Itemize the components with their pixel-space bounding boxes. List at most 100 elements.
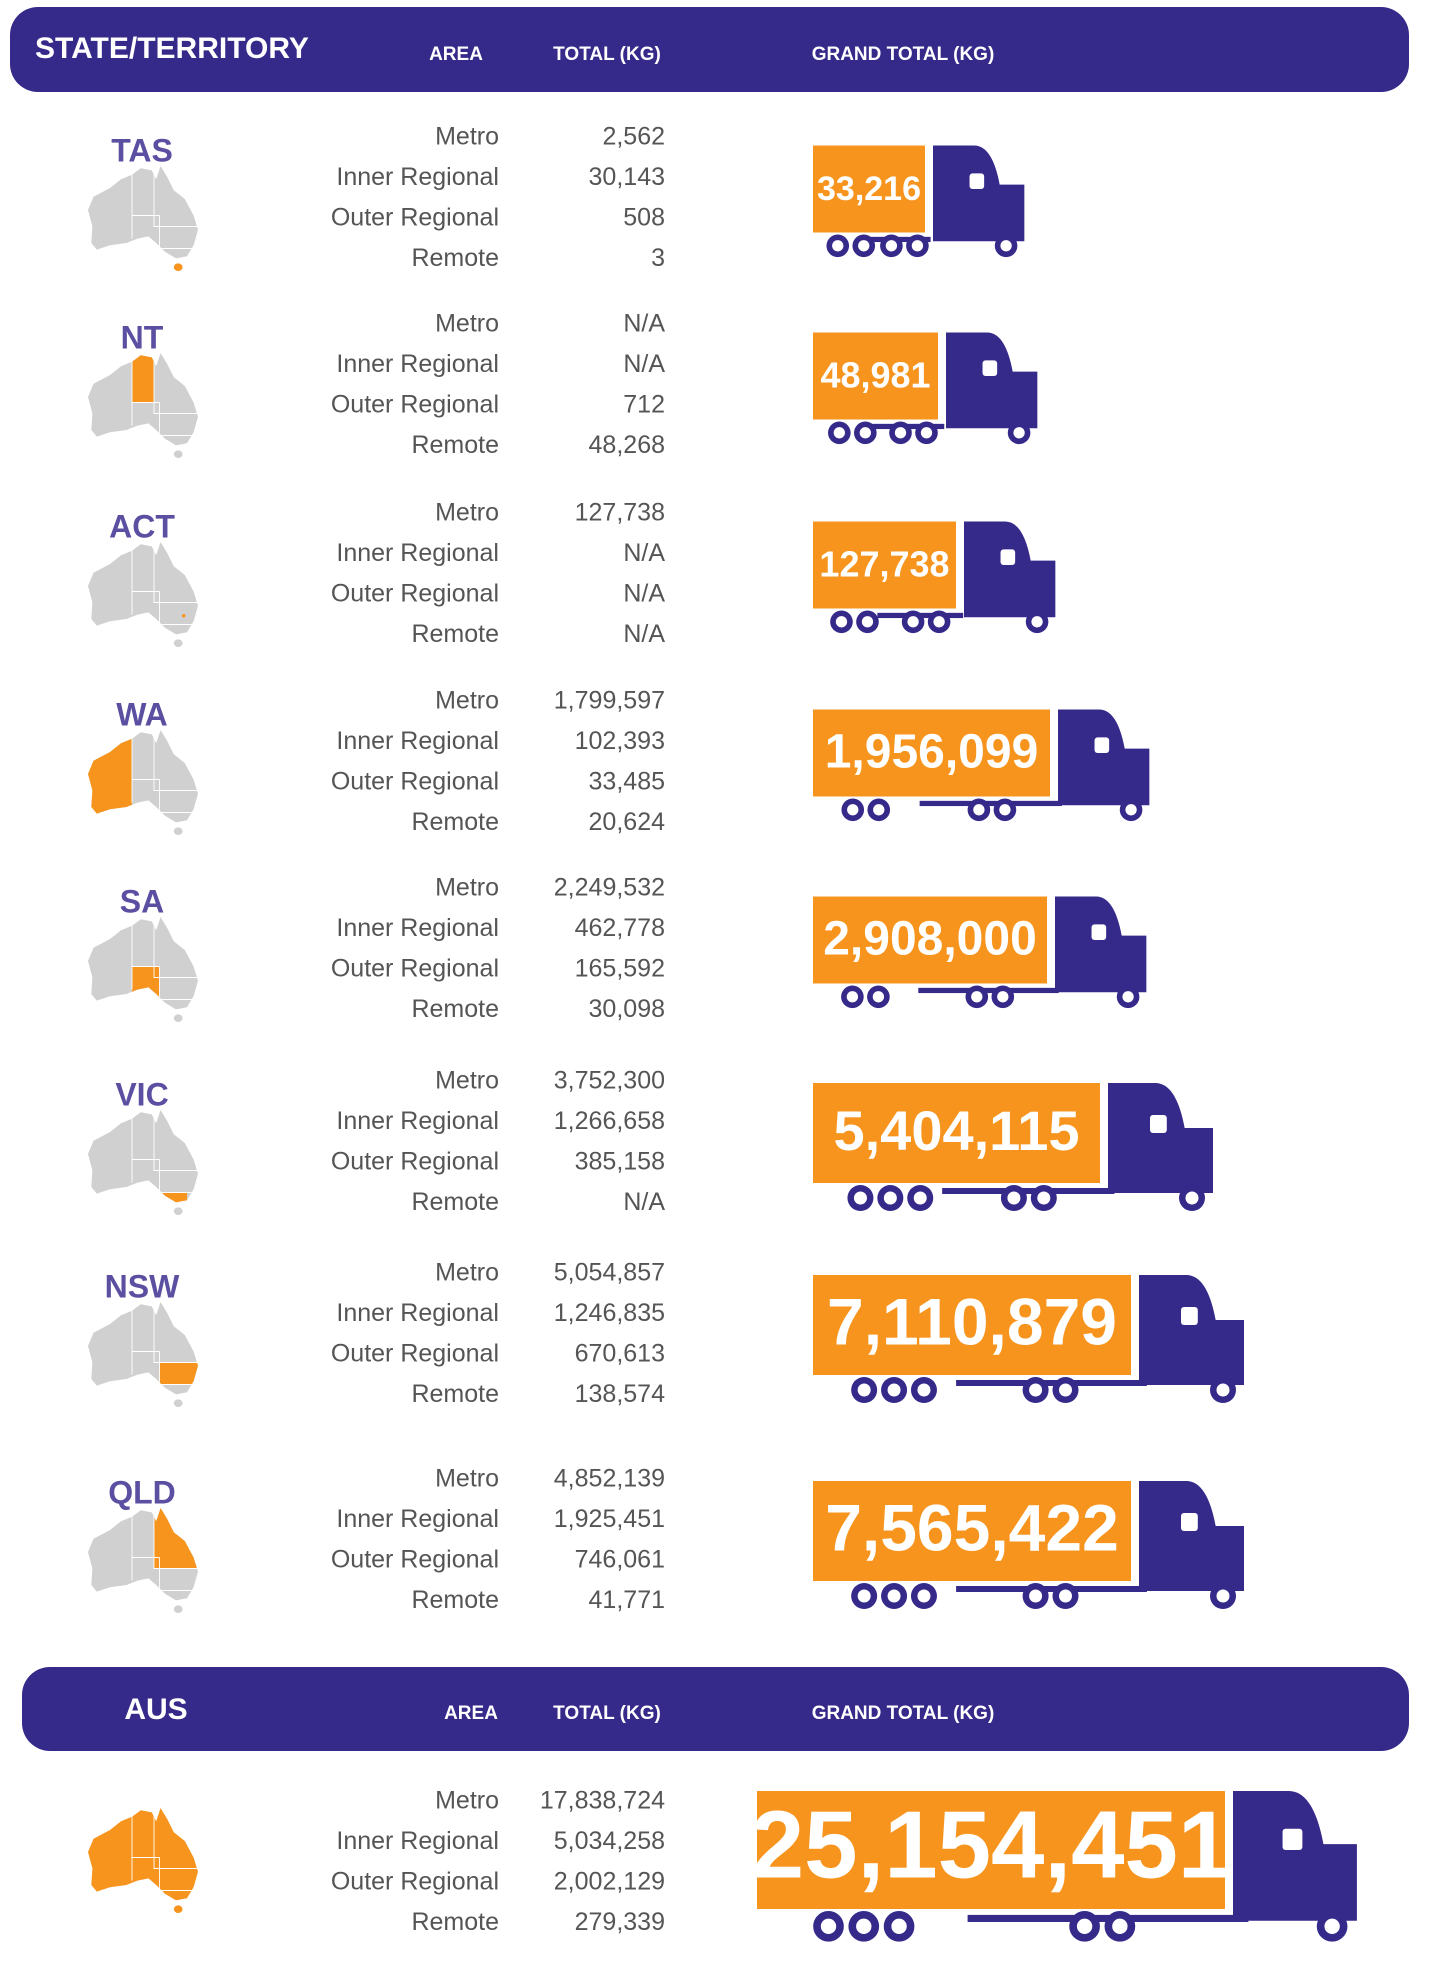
cab-window: [1094, 737, 1110, 753]
area-total: 165,592: [575, 955, 665, 983]
tasmania: [173, 1605, 183, 1614]
hub: [872, 991, 885, 1003]
cab-window: [1282, 1828, 1303, 1850]
hub: [913, 1191, 927, 1205]
area-label: Inner Regional: [336, 1107, 499, 1135]
area-label: Outer Regional: [331, 768, 499, 796]
hub: [1007, 1191, 1021, 1205]
hub: [1029, 1383, 1043, 1397]
area-total: 2,249,532: [554, 874, 665, 902]
area-total: 102,393: [575, 727, 665, 755]
truck: 7,565,422: [813, 1481, 1244, 1609]
hub: [911, 240, 924, 252]
hub: [1076, 1918, 1093, 1935]
hub: [857, 1383, 871, 1397]
area-total: 30,098: [589, 995, 665, 1023]
area-total: 1,799,597: [554, 687, 665, 715]
border: [153, 166, 199, 227]
area-label: Metro: [435, 310, 499, 338]
australia-map: [88, 1302, 199, 1408]
area-total: 41,771: [589, 1586, 665, 1614]
grand-total: 7,110,879: [827, 1284, 1117, 1358]
tasmania: [173, 639, 183, 648]
highlight: [156, 1192, 187, 1203]
border: [153, 353, 199, 414]
tasmania: [173, 1399, 183, 1408]
mainland: [88, 1508, 199, 1601]
highlight: [132, 966, 160, 1010]
mainland: [88, 730, 199, 823]
trailer: [813, 1481, 1131, 1581]
area-label: Outer Regional: [331, 1546, 499, 1574]
hub: [859, 427, 871, 439]
area-label: Inner Regional: [336, 539, 499, 567]
truck: 1,956,099: [813, 709, 1150, 822]
area-total: N/A: [623, 539, 665, 567]
hub: [894, 427, 907, 439]
border: [153, 917, 199, 978]
grand-total: 25,154,451: [751, 1791, 1231, 1898]
hub: [917, 1589, 931, 1603]
area-label: Outer Regional: [331, 1340, 499, 1368]
area-label: Inner Regional: [336, 727, 499, 755]
australia-map: [88, 1508, 199, 1614]
highlight: [88, 730, 132, 823]
tasmania: [173, 1207, 183, 1216]
tasmania: [173, 1014, 183, 1023]
tasmania: [173, 827, 183, 836]
area-label: Outer Regional: [331, 391, 499, 419]
area-total: 3: [651, 244, 665, 272]
area-total: 138,574: [575, 1380, 665, 1408]
hub: [835, 616, 848, 628]
area-total: 508: [623, 204, 665, 232]
hub: [997, 991, 1009, 1003]
area-total: 5,054,857: [554, 1259, 665, 1287]
truck-cab: [1058, 709, 1150, 806]
area-label: Inner Regional: [336, 163, 499, 191]
hub: [891, 1918, 907, 1935]
border: [153, 1508, 199, 1569]
hub: [861, 616, 874, 628]
trailer: [813, 896, 1047, 984]
hub: [883, 1191, 897, 1205]
hub: [832, 240, 844, 252]
area-label: Metro: [435, 687, 499, 715]
highlight: [159, 1362, 198, 1385]
truck-cab: [964, 521, 1056, 618]
area-total: 3,752,300: [554, 1067, 665, 1095]
hub: [1000, 240, 1012, 252]
state-name: TAS: [111, 132, 173, 168]
trailer: [813, 521, 956, 609]
area-total: N/A: [623, 1188, 665, 1216]
area-total: 2,562: [602, 123, 665, 151]
area-total: 33,485: [589, 768, 665, 796]
area-total: 17,838,724: [540, 1787, 665, 1815]
area-total: 670,613: [575, 1340, 665, 1368]
area-label: Outer Regional: [331, 955, 499, 983]
australia-map: [88, 353, 199, 459]
hub: [1125, 804, 1137, 816]
australia-map: [88, 542, 199, 648]
mainland: [88, 1110, 199, 1203]
hub: [885, 240, 898, 252]
area-total: 5,034,258: [554, 1827, 665, 1855]
area-label: Metro: [435, 123, 499, 151]
hub: [833, 427, 845, 439]
hub: [999, 804, 1011, 816]
hub: [847, 804, 859, 816]
area-total: 385,158: [575, 1148, 665, 1176]
area-label: Metro: [435, 1465, 499, 1493]
act-dot: [181, 613, 186, 618]
aus-title: AUS: [124, 1693, 187, 1726]
area-label: Remote: [411, 808, 499, 836]
hub: [858, 240, 870, 252]
truck-cab: [933, 145, 1025, 242]
hub: [873, 804, 885, 816]
area-label: Remote: [411, 1908, 499, 1936]
area-total: 20,624: [589, 808, 666, 836]
truck: 48,981: [813, 332, 1038, 445]
grand-total: 5,404,115: [833, 1099, 1079, 1162]
tasmania: [173, 450, 183, 459]
truck: 33,216: [813, 145, 1025, 258]
area-label: Inner Regional: [336, 914, 499, 942]
